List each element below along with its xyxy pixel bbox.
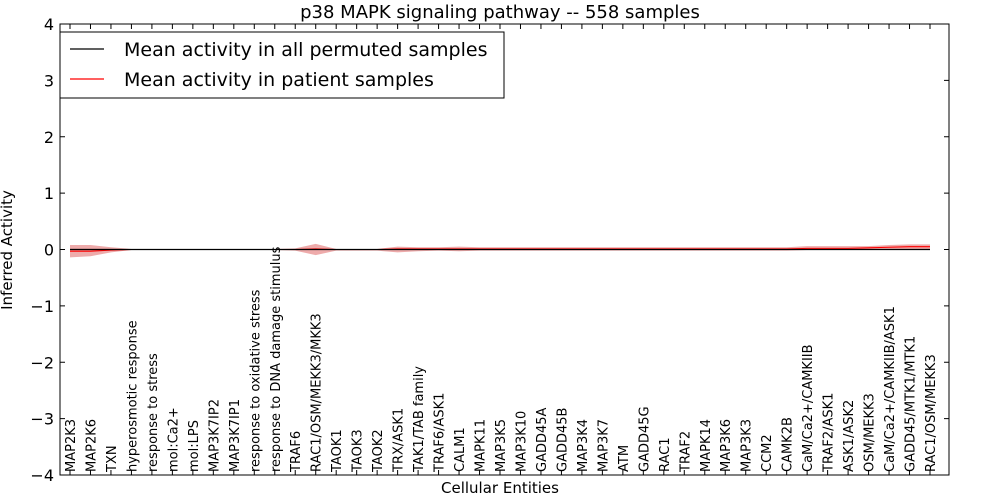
x-tick-label: MAP2K3 [64,419,79,472]
y-tick-label: −2 [30,353,54,372]
x-tick-label: TRAF6 [289,431,304,473]
y-tick-label: 4 [44,15,54,34]
x-tick-label: GADD45B [555,408,570,472]
x-tick-label: TXN [105,445,120,473]
x-tick-label: GADD45/MTK1/MTK1 [904,336,919,472]
x-tick-label: GADD45A [535,407,550,472]
x-tick-label: MAP3K5 [494,419,509,472]
y-axis-label: Inferred Activity [0,190,16,310]
confidence-bands [70,243,930,258]
y-tick-label: 1 [44,184,54,203]
x-tick-label: CaM/Ca2+/CAMKIIB/ASK1 [883,306,898,472]
x-tick-label: TAOK3 [351,429,366,473]
x-tick-label: CAMK2B [781,417,796,472]
x-tick-label: MAP3K10 [514,411,529,472]
legend-label-patient: Mean activity in patient samples [124,69,434,91]
x-tick-label: MAP3K3 [740,419,755,472]
chart-title: p38 MAPK signaling pathway -- 558 sample… [300,2,700,23]
band-patient [70,243,930,258]
x-tick-label: CaM/Ca2+/CAMKIIB [801,344,816,472]
x-tick-label: MAP3K7IP2 [207,399,222,472]
x-tick-label: TAK1/TAB family [412,366,427,473]
x-tick-label: TRAF6/ASK1 [433,393,448,473]
x-axis-label: Cellular Entities [441,479,559,497]
x-tick-label: hyperosmotic response [125,320,140,472]
x-tick-label: MAP3K7 [596,419,611,472]
y-tick-label: 2 [44,128,54,147]
x-tick-label: CALM1 [453,427,468,472]
x-tick-label: OSM/MEKK3 [863,393,878,472]
y-tick-label: 0 [44,241,54,260]
x-tick-label: TRAF2/ASK1 [822,393,837,473]
x-tick-label: TRX/ASK1 [392,408,407,473]
x-tick-label: MAP3K6 [719,419,734,472]
x-tick-label: RAC1 [658,437,673,472]
x-tick-label: TAOK1 [330,429,345,473]
x-tick-label: MAP2K6 [84,419,99,472]
y-tick-label: −1 [30,297,54,316]
y-axis: 4 3 2 1 0 −1 −2 −3 −4 [30,15,949,485]
x-tick-label: GADD45G [637,406,652,472]
x-tick-label: ASK1/ASK2 [842,400,857,472]
x-tick-label: response to DNA damage stimulus [269,246,284,472]
legend-box [59,31,505,99]
legend-label-permuted: Mean activity in all permuted samples [124,39,487,61]
y-tick-label: 3 [44,71,54,90]
x-axis: MAP2K3 MAP2K6 TXN hyperosmotic response resp… [64,24,939,475]
x-tick-label: response to stress [146,353,161,472]
y-tick-label: −4 [30,466,54,485]
x-tick-label: response to oxidative stress [248,289,263,472]
x-tick-label: RAC1/OSM/MEKK3 [924,354,939,472]
x-tick-label: TAOK2 [371,429,386,473]
x-tick-label: ATM [617,445,632,472]
series-lines [70,246,930,252]
x-tick-label: MAPK14 [699,419,714,472]
x-tick-label: mol:LPS [187,420,202,472]
x-tick-label: MAPK11 [474,419,489,472]
x-tick-label: mol:Ca2+ [166,407,181,472]
x-tick-label: TRAF2 [678,431,693,473]
x-tick-label: MAP3K7IP1 [228,399,243,472]
x-tick-label: CCM2 [760,434,775,472]
x-tick-label: RAC1/OSM/MEKK3/MKK3 [310,313,325,472]
legend: Mean activity in all permuted samples Me… [59,31,505,99]
y-tick-label: −3 [30,410,54,429]
x-tick-label: MAP3K4 [576,419,591,472]
